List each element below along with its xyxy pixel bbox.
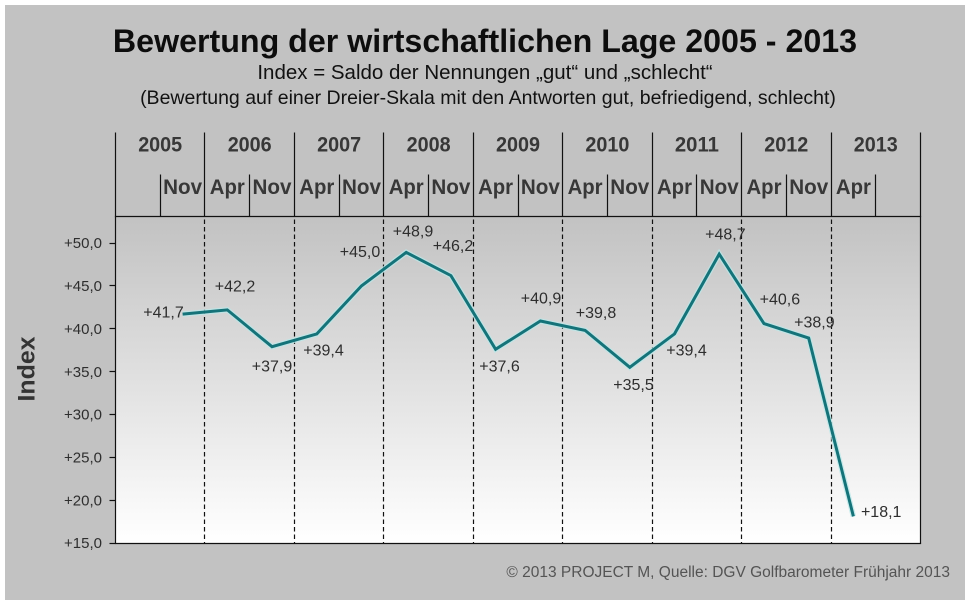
svg-text:2008: 2008 (407, 133, 451, 157)
svg-text:2010: 2010 (585, 133, 629, 157)
svg-text:+39,8: +39,8 (576, 305, 617, 322)
svg-text:+45,0: +45,0 (64, 278, 102, 295)
svg-text:Apr: Apr (836, 175, 871, 199)
svg-text:+48,7: +48,7 (705, 227, 746, 244)
svg-text:(Bewertung auf einer Dreier-Sk: (Bewertung auf einer Dreier-Skala mit de… (140, 87, 836, 109)
svg-text:Nov: Nov (700, 175, 739, 199)
svg-text:+25,0: +25,0 (64, 450, 102, 467)
svg-text:+20,0: +20,0 (64, 492, 102, 509)
svg-text:+41,7: +41,7 (143, 305, 184, 322)
svg-text:+40,0: +40,0 (64, 321, 102, 338)
svg-text:Nov: Nov (610, 175, 649, 199)
svg-text:+39,4: +39,4 (666, 343, 707, 360)
svg-text:+35,0: +35,0 (64, 364, 102, 381)
svg-text:Apr: Apr (747, 175, 782, 199)
svg-text:+15,0: +15,0 (64, 535, 102, 552)
svg-text:Apr: Apr (568, 175, 603, 199)
svg-text:+40,6: +40,6 (760, 292, 801, 309)
svg-text:+35,5: +35,5 (613, 377, 654, 394)
svg-text:2007: 2007 (317, 133, 361, 157)
svg-text:+37,9: +37,9 (252, 359, 293, 376)
svg-text:Apr: Apr (657, 175, 692, 199)
svg-text:+45,0: +45,0 (340, 244, 381, 261)
svg-text:+39,4: +39,4 (303, 343, 344, 360)
svg-text:Nov: Nov (521, 175, 560, 199)
svg-text:+46,2: +46,2 (433, 238, 474, 255)
svg-text:+18,1: +18,1 (861, 504, 902, 521)
svg-text:Apr: Apr (210, 175, 245, 199)
svg-text:+48,9: +48,9 (393, 224, 434, 241)
svg-text:+37,6: +37,6 (479, 359, 520, 376)
svg-text:© 2013 PROJECT M, Quelle: DGV: © 2013 PROJECT M, Quelle: DGV Golfbarome… (506, 564, 950, 581)
svg-text:Bewertung der wirtschaftlichen: Bewertung der wirtschaftlichen Lage 2005… (113, 23, 857, 59)
svg-text:+40,9: +40,9 (521, 291, 562, 308)
svg-text:+30,0: +30,0 (64, 407, 102, 424)
svg-text:2006: 2006 (228, 133, 272, 157)
svg-text:Nov: Nov (789, 175, 828, 199)
svg-text:2005: 2005 (138, 133, 182, 157)
svg-text:2013: 2013 (854, 133, 898, 157)
svg-text:Nov: Nov (431, 175, 470, 199)
svg-text:2012: 2012 (764, 133, 808, 157)
svg-text:+50,0: +50,0 (64, 235, 102, 252)
svg-text:Nov: Nov (342, 175, 381, 199)
svg-text:Nov: Nov (253, 175, 292, 199)
svg-text:Nov: Nov (163, 175, 202, 199)
svg-text:Apr: Apr (389, 175, 424, 199)
svg-text:Apr: Apr (478, 175, 513, 199)
svg-text:Apr: Apr (299, 175, 334, 199)
svg-text:2011: 2011 (675, 133, 719, 157)
svg-text:Index: Index (14, 336, 41, 402)
svg-text:Index = Saldo der Nennungen „g: Index = Saldo der Nennungen „gut“ und „s… (257, 61, 712, 84)
svg-text:+42,2: +42,2 (215, 279, 256, 296)
svg-text:+38,9: +38,9 (794, 314, 835, 331)
svg-text:2009: 2009 (496, 133, 540, 157)
